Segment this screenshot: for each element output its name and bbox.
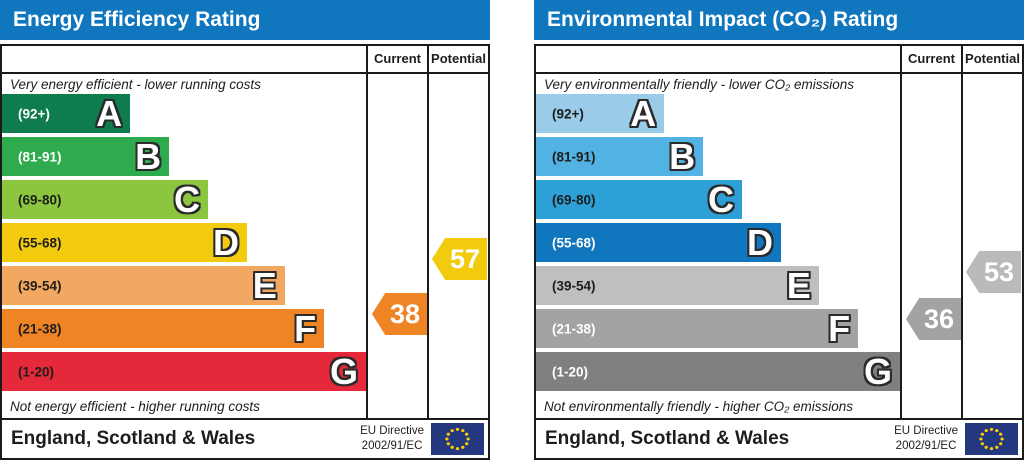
rating-table: Current Potential Very energy efficient … (0, 44, 490, 460)
current-column-header: Current (908, 51, 955, 66)
energy-efficiency-panel: Energy Efficiency Rating Current Potenti… (0, 0, 490, 460)
band-range: (55-68) (552, 235, 596, 250)
column-divider (900, 46, 902, 418)
band-row-a: (92+) A (2, 92, 131, 134)
band-range: (39-54) (552, 278, 596, 293)
column-divider (961, 46, 963, 418)
band-letter: C (708, 178, 735, 220)
bottom-note: Not environmentally friendly - higher CO… (544, 399, 854, 414)
band-range: (55-68) (18, 235, 62, 250)
band-range: (1-20) (18, 364, 55, 379)
band-range: (1-20) (552, 364, 589, 379)
band-row-b: (81-91) B (536, 135, 704, 177)
eu-directive-line2: 2002/91/EC (361, 440, 423, 452)
eu-directive-line1: EU Directive (894, 425, 958, 437)
current-rating-arrow: 38 (372, 293, 427, 335)
band-letter: B (669, 135, 696, 177)
band-range: (39-54) (18, 278, 62, 293)
band-row-f: (21-38) F (2, 307, 325, 349)
potential-rating-value: 57 (449, 243, 481, 274)
column-divider (366, 46, 368, 418)
rating-scale: Very environmentally friendly - lower CO… (536, 74, 900, 418)
band-row-c: (69-80) C (2, 178, 209, 220)
rating-table: Current Potential Very environmentally f… (534, 44, 1024, 460)
band-range: (69-80) (18, 192, 62, 207)
band-letter: D (212, 221, 239, 263)
band-row-g: (1-20) G (536, 352, 900, 391)
band-row-f: (21-38) F (536, 307, 859, 349)
band-letter: G (863, 350, 892, 392)
eu-directive-label: EU Directive 2002/91/EC (360, 424, 424, 454)
panel-title: Environmental Impact (CO₂) Rating (547, 8, 899, 31)
current-rating-value: 38 (389, 298, 421, 329)
rating-bands: (92+) A (81-91) B (69-80) C (55-68) D (3… (536, 94, 900, 395)
band-range: (92+) (552, 106, 584, 121)
eu-flag-icon (431, 423, 484, 455)
potential-column-header: Potential (965, 51, 1020, 66)
eu-directive-label: EU Directive 2002/91/EC (894, 424, 958, 454)
band-row-a: (92+) A (536, 92, 665, 134)
band-range: (81-91) (552, 149, 596, 164)
band-row-d: (55-68) D (536, 223, 781, 262)
band-letter: G (329, 350, 358, 392)
header-row-divider (536, 72, 1022, 74)
eu-directive-line1: EU Directive (360, 425, 424, 437)
top-note: Very energy efficient - lower running co… (10, 77, 261, 92)
top-note: Very environmentally friendly - lower CO… (544, 77, 854, 92)
band-letter: D (746, 221, 773, 263)
band-range: (92+) (18, 106, 50, 121)
rating-bands: (92+) A (81-91) B (69-80) C (55-68) D (3… (2, 94, 366, 395)
band-letter: A (96, 92, 123, 134)
potential-rating-value: 53 (983, 256, 1015, 287)
band-letter: A (630, 92, 657, 134)
band-row-c: (69-80) C (536, 178, 743, 220)
potential-rating-arrow: 53 (966, 251, 1021, 293)
current-rating-value: 36 (923, 303, 955, 334)
panel-title-bar: Energy Efficiency Rating (0, 0, 490, 40)
band-letter: C (174, 178, 201, 220)
panel-footer: England, Scotland & Wales EU Directive 2… (536, 418, 1022, 458)
band-row-g: (1-20) G (2, 352, 366, 391)
panel-title-bar: Environmental Impact (CO₂) Rating (534, 0, 1024, 40)
band-range: (21-38) (552, 321, 596, 336)
band-row-d: (55-68) D (2, 223, 247, 262)
region-label: England, Scotland & Wales (545, 428, 790, 449)
band-row-b: (81-91) B (2, 135, 170, 177)
band-range: (21-38) (18, 321, 62, 336)
potential-rating-arrow: 57 (432, 238, 487, 280)
band-letter: B (135, 135, 162, 177)
band-row-e: (39-54) E (536, 266, 819, 305)
band-letter: F (294, 307, 317, 349)
band-range: (81-91) (18, 149, 62, 164)
band-row-e: (39-54) E (2, 266, 285, 305)
bottom-note: Not energy efficient - higher running co… (10, 399, 260, 414)
environmental-impact-panel: Environmental Impact (CO₂) Rating Curren… (534, 0, 1024, 460)
eu-flag-icon (965, 423, 1018, 455)
current-column-header: Current (374, 51, 421, 66)
potential-column-header: Potential (431, 51, 486, 66)
band-range: (69-80) (552, 192, 596, 207)
column-divider (427, 46, 429, 418)
band-letter: F (828, 307, 851, 349)
eu-directive-line2: 2002/91/EC (895, 440, 957, 452)
region-label: England, Scotland & Wales (11, 428, 256, 449)
panel-title: Energy Efficiency Rating (13, 8, 261, 31)
band-letter: E (786, 264, 811, 306)
header-row-divider (2, 72, 488, 74)
rating-scale: Very energy efficient - lower running co… (2, 74, 366, 418)
panel-footer: England, Scotland & Wales EU Directive 2… (2, 418, 488, 458)
current-rating-arrow: 36 (906, 298, 961, 340)
band-letter: E (252, 264, 277, 306)
